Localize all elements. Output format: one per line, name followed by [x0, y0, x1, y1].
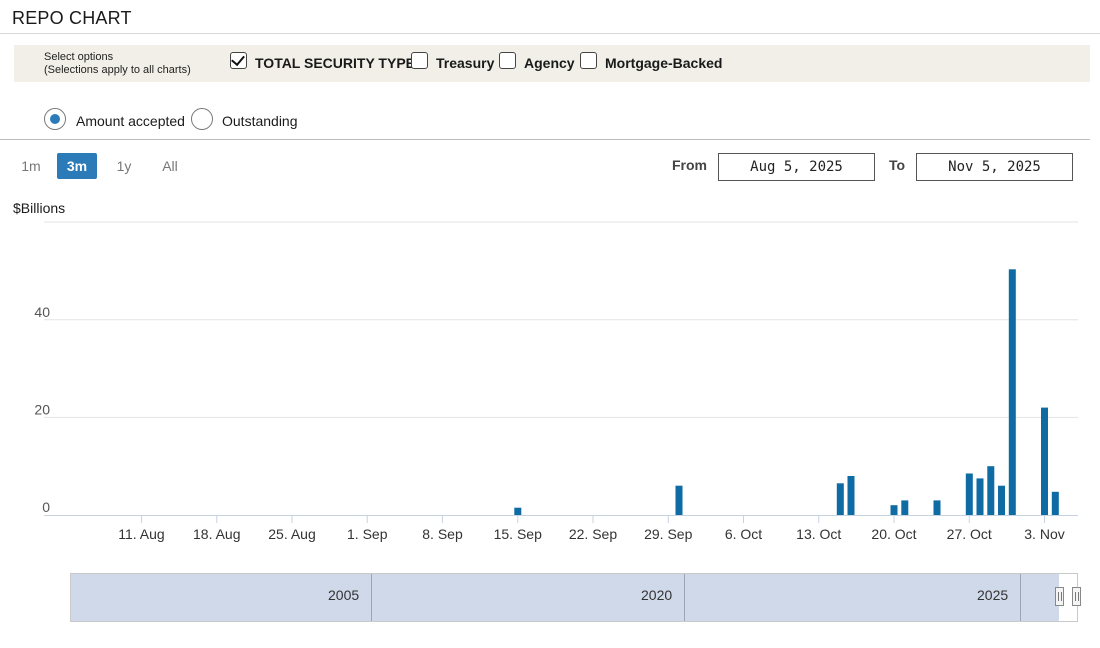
checkbox-treasury[interactable] — [411, 52, 428, 69]
x-tick-label: 22. Sep — [569, 526, 617, 542]
select-options-text: Select options — [44, 51, 114, 63]
x-tick-label: 15. Sep — [494, 526, 542, 542]
section-divider — [0, 139, 1090, 140]
bar — [965, 473, 973, 515]
radio-label-outstanding[interactable]: Outstanding — [222, 113, 298, 129]
range-button-3m[interactable]: 3m — [57, 153, 97, 179]
x-tick-label: 6. Oct — [725, 526, 762, 542]
checkbox-total-security-types[interactable] — [230, 51, 247, 69]
range-button-1y[interactable]: 1y — [116, 158, 132, 174]
bar — [514, 507, 522, 515]
navigator[interactable]: 2005 2020 2025 — [70, 573, 1078, 622]
bar — [998, 485, 1005, 515]
bar — [847, 476, 855, 515]
x-tick-label: 20. Oct — [871, 526, 916, 542]
checkbox-label-total[interactable]: TOTAL SECURITY TYPES — [255, 55, 425, 71]
x-tick-label: 11. Aug — [118, 526, 164, 542]
navigator-divider — [371, 574, 372, 621]
bar — [901, 500, 909, 515]
select-options-label: Select options (Selections apply to all … — [44, 51, 191, 77]
title-divider — [0, 33, 1100, 34]
checkmark-icon — [231, 51, 245, 67]
navigator-divider — [684, 574, 685, 621]
navigator-year-label: 2025 — [977, 587, 1009, 603]
options-bar: Select options (Selections apply to all … — [14, 45, 1090, 82]
from-label: From — [672, 157, 707, 173]
radio-label-amount-accepted[interactable]: Amount accepted — [76, 113, 185, 129]
x-tick-label: 25. Aug — [268, 526, 316, 542]
navigator-left-handle[interactable] — [1055, 587, 1064, 606]
navigator-year-label: 2020 — [641, 587, 673, 603]
checkbox-label-agency[interactable]: Agency — [524, 55, 575, 71]
y-axis-unit-label: $Billions — [13, 200, 66, 216]
to-label: To — [889, 157, 906, 173]
navigator-divider — [1020, 574, 1021, 621]
navigator-year-label: 2005 — [328, 587, 360, 603]
radio-outstanding[interactable] — [191, 108, 213, 130]
bar — [1041, 407, 1048, 515]
bar — [933, 500, 941, 515]
from-date-input[interactable]: Aug 5, 2025 — [718, 153, 875, 181]
bar — [987, 466, 995, 515]
bar — [675, 485, 683, 515]
range-button-all[interactable]: All — [162, 158, 178, 174]
checkbox-agency[interactable] — [499, 52, 516, 69]
bar — [1008, 269, 1016, 515]
bar — [890, 505, 898, 515]
bar — [1051, 491, 1059, 515]
page-title: REPO CHART — [12, 8, 132, 28]
x-tick-label: 1. Sep — [347, 526, 388, 542]
checkbox-mortgage-backed[interactable] — [580, 52, 597, 69]
bar-chart: 0 20 40 11. Aug 18. Aug 25. Aug 1. Sep 8. Sep 15… — [34, 221, 1078, 542]
x-tick-label: 3. Nov — [1024, 526, 1064, 542]
range-button-1m[interactable]: 1m — [21, 158, 41, 174]
bar — [976, 478, 984, 515]
navigator-right-handle[interactable] — [1072, 587, 1081, 606]
y-tick-label: 20 — [34, 401, 50, 417]
checkbox-label-treasury[interactable]: Treasury — [436, 55, 495, 71]
x-tick-label: 8. Sep — [422, 526, 463, 542]
bar — [836, 483, 844, 515]
radio-selected-dot — [50, 114, 60, 124]
x-tick-label: 13. Oct — [796, 526, 841, 542]
x-tick-label: 18. Aug — [193, 526, 241, 542]
radio-amount-accepted[interactable] — [44, 108, 66, 130]
x-tick-label: 29. Sep — [644, 526, 692, 542]
y-tick-label: 40 — [34, 304, 50, 320]
y-tick-label: 0 — [42, 499, 50, 515]
x-tick-label: 27. Oct — [947, 526, 992, 542]
select-options-note: (Selections apply to all charts) — [44, 64, 191, 76]
checkbox-label-mortgage-backed[interactable]: Mortgage-Backed — [605, 55, 723, 71]
navigator-selected-range[interactable]: 2005 2020 2025 — [71, 574, 1059, 621]
to-date-input[interactable]: Nov 5, 2025 — [916, 153, 1073, 181]
